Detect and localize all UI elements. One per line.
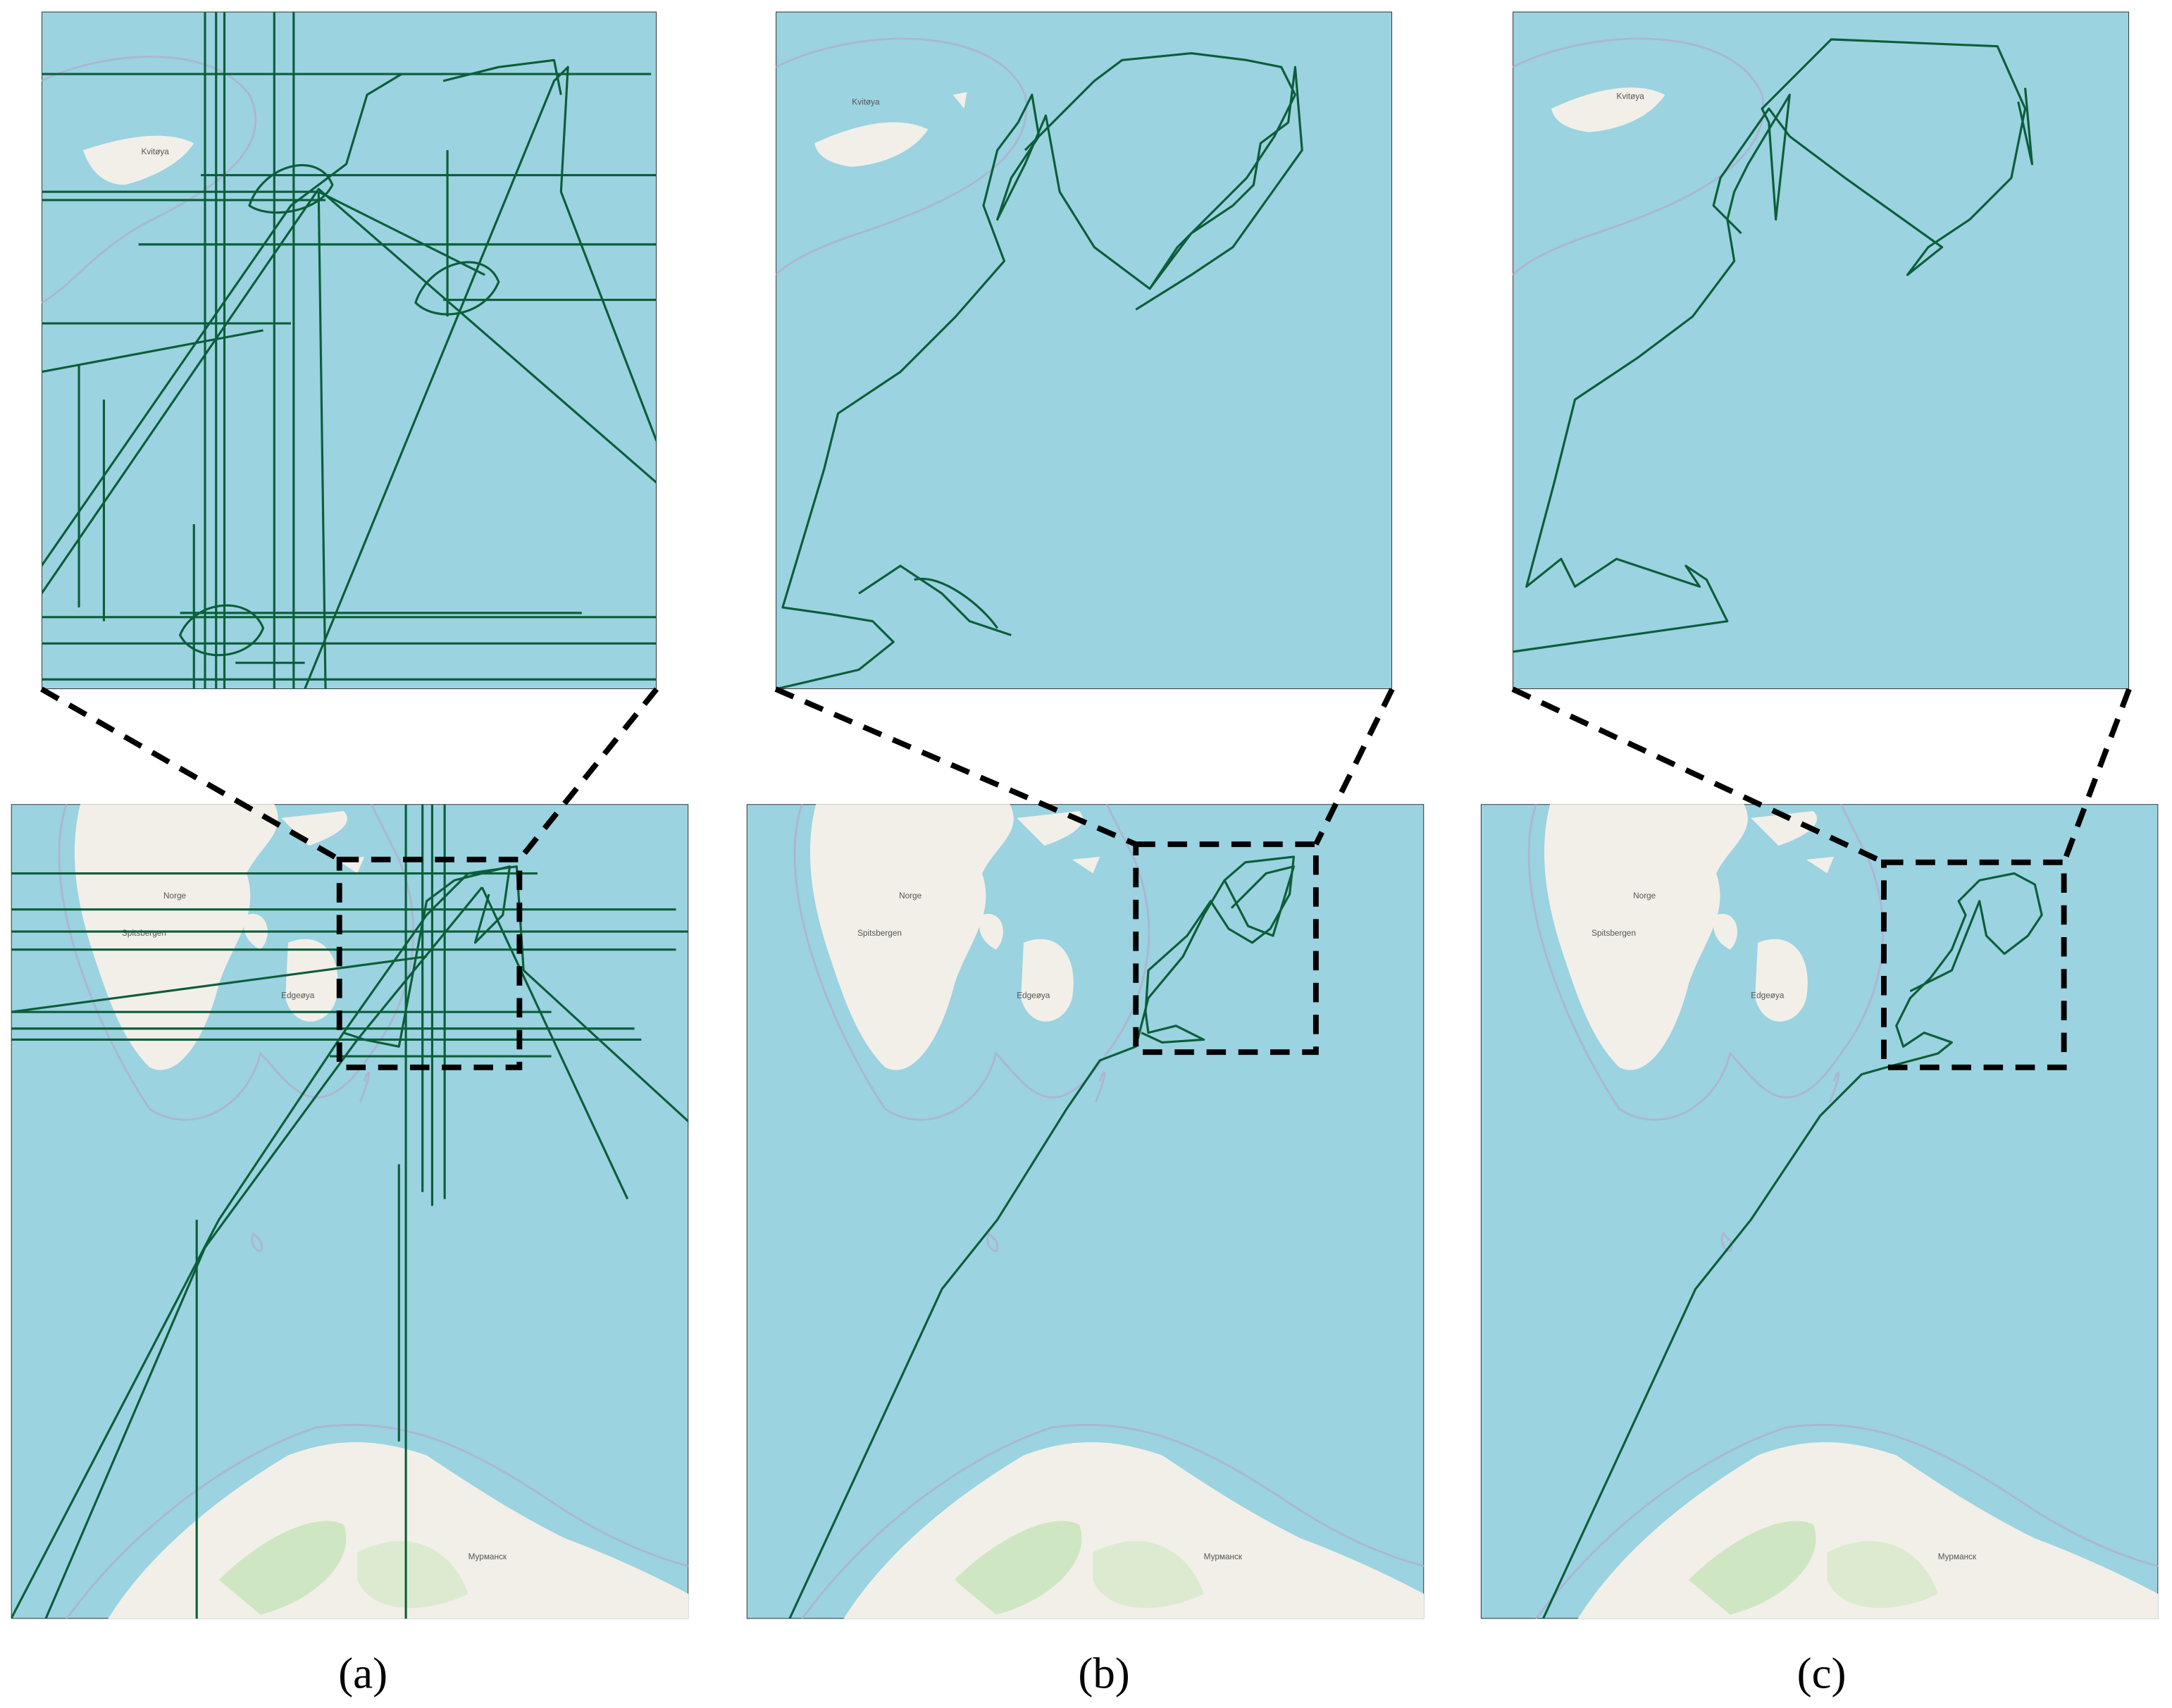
inset-a: Kvitøya bbox=[41, 11, 657, 690]
map-label: Kvitøya bbox=[852, 97, 880, 106]
inset-c: Kvitøya bbox=[1513, 11, 2130, 690]
map-label: Spitsbergen bbox=[1591, 929, 1636, 938]
panel-label: (c) bbox=[1797, 1649, 1847, 1698]
map-label: Kvitøya bbox=[142, 147, 170, 156]
map-c: Norge Spitsbergen Edgeøya Мурманск bbox=[1480, 804, 2159, 1619]
map-label: Norge bbox=[1633, 891, 1656, 901]
panel-label: (b) bbox=[1078, 1649, 1129, 1698]
map-label: Kvitøya bbox=[1617, 92, 1645, 101]
map-label: Edgeøya bbox=[1751, 991, 1785, 1000]
panel-label: (a) bbox=[338, 1649, 387, 1698]
map-label: Norge bbox=[899, 891, 922, 901]
track bbox=[776, 51, 1303, 690]
track bbox=[11, 804, 689, 1619]
map-label: Мурманск bbox=[1204, 1552, 1243, 1561]
track bbox=[788, 855, 1296, 1619]
map-label: Edgeøya bbox=[1017, 991, 1050, 1000]
map-label: Edgeøya bbox=[281, 991, 315, 1000]
map-a: Norge Spitsbergen Edgeøya Мурманск bbox=[11, 804, 689, 1619]
map-b: Norge Spitsbergen Edgeøya Мурманск bbox=[746, 804, 1425, 1619]
map-label: Spitsbergen bbox=[122, 929, 166, 938]
map-label: Spitsbergen bbox=[857, 929, 902, 938]
track bbox=[41, 11, 657, 690]
inset-b: Kvitøya bbox=[776, 11, 1393, 690]
map-label: Мурманск bbox=[1938, 1552, 1977, 1561]
map-label: Norge bbox=[163, 891, 187, 901]
map-label: Мурманск bbox=[468, 1552, 507, 1561]
track bbox=[1513, 38, 2033, 653]
track bbox=[1541, 872, 2043, 1619]
